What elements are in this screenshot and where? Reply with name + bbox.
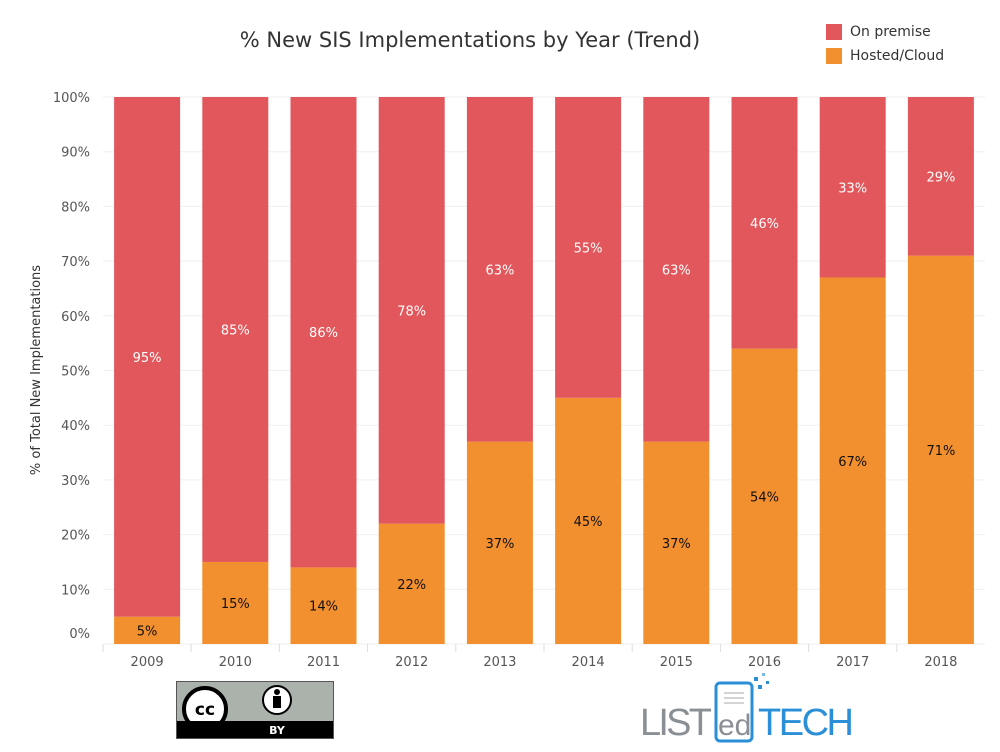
data-label: 5%: [137, 624, 158, 639]
bar-hosted-cloud: [555, 397, 622, 644]
y-tick-label: 20%: [61, 529, 90, 544]
bar-on-premise: [819, 97, 886, 278]
legend: On premise Hosted/Cloud: [826, 20, 944, 68]
x-tick-label: 2011: [307, 655, 340, 670]
data-label: 86%: [309, 326, 338, 341]
x-tick-label: 2014: [572, 655, 605, 670]
y-tick-label: 100%: [53, 91, 90, 106]
bar-on-premise: [907, 97, 974, 256]
bar-hosted-cloud: [643, 441, 710, 644]
x-tick-label: 2016: [748, 655, 781, 670]
svg-text:LIST: LIST: [640, 702, 712, 744]
data-label: 67%: [838, 455, 867, 470]
listedtech-logo: LIST ed TECH: [640, 673, 860, 745]
y-tick-label: 80%: [61, 200, 90, 215]
y-tick-label: 90%: [61, 146, 90, 161]
x-tick-label: 2013: [483, 655, 516, 670]
legend-label: Hosted/Cloud: [850, 48, 945, 64]
data-label: 29%: [926, 170, 955, 185]
bar-hosted-cloud: [202, 561, 269, 644]
bar-on-premise: [643, 97, 710, 442]
data-label: 55%: [574, 241, 603, 256]
y-tick-label: 30%: [61, 474, 90, 489]
y-tick-label: 40%: [61, 419, 90, 434]
bar-hosted-cloud: [378, 523, 445, 644]
bar-on-premise: [290, 97, 357, 568]
x-tick-label: 2009: [131, 655, 164, 670]
bar-on-premise: [114, 97, 181, 617]
bar-hosted-cloud: [466, 441, 533, 644]
bar-on-premise: [731, 97, 798, 349]
bar-on-premise: [202, 97, 269, 562]
data-label: 78%: [397, 304, 426, 319]
bar-on-premise: [378, 97, 445, 524]
data-label: 22%: [397, 578, 426, 593]
x-tick-label: 2012: [395, 655, 428, 670]
legend-item-hosted-cloud[interactable]: Hosted/Cloud: [826, 44, 944, 68]
y-tick-label: 50%: [61, 365, 90, 380]
data-label: 46%: [750, 217, 779, 232]
bar-hosted-cloud: [114, 616, 181, 644]
data-label: 63%: [485, 263, 514, 278]
legend-swatch: [826, 24, 842, 40]
svg-text:cc: cc: [195, 700, 215, 720]
x-tick-label: 2018: [924, 655, 957, 670]
chart-title: % New SIS Implementations by Year (Trend…: [239, 28, 701, 52]
data-label: 14%: [309, 600, 338, 615]
data-label: 15%: [221, 597, 250, 612]
bar-hosted-cloud: [907, 255, 974, 644]
y-tick-label: 0%: [69, 627, 90, 642]
legend-label: On premise: [850, 24, 931, 40]
legend-item-on-premise[interactable]: On premise: [826, 20, 944, 44]
x-tick-label: 2015: [660, 655, 693, 670]
data-label: 33%: [838, 181, 867, 196]
bar-on-premise: [466, 97, 533, 442]
bar-hosted-cloud: [819, 277, 886, 644]
data-label: 63%: [662, 263, 691, 278]
data-label: 54%: [750, 490, 779, 505]
svg-text:TECH: TECH: [758, 702, 854, 744]
data-label: 37%: [662, 537, 691, 552]
x-tick-label: 2017: [836, 655, 869, 670]
x-tick-label: 2010: [219, 655, 252, 670]
data-label: 37%: [485, 537, 514, 552]
y-axis-label: % of Total New Implementations: [29, 265, 44, 475]
y-tick-label: 70%: [61, 255, 90, 270]
data-label: 71%: [926, 444, 955, 459]
bar-hosted-cloud: [290, 567, 357, 644]
data-label: 45%: [574, 515, 603, 530]
data-label: 85%: [221, 323, 250, 338]
y-tick-label: 10%: [61, 583, 90, 598]
legend-swatch: [826, 48, 842, 64]
data-label: 95%: [133, 351, 162, 366]
svg-text:ed: ed: [718, 709, 751, 742]
bar-on-premise: [555, 97, 622, 398]
bar-hosted-cloud: [731, 348, 798, 644]
creative-commons-by-badge: cc BY: [176, 681, 334, 739]
svg-text:BY: BY: [269, 724, 286, 737]
y-tick-label: 60%: [61, 310, 90, 325]
